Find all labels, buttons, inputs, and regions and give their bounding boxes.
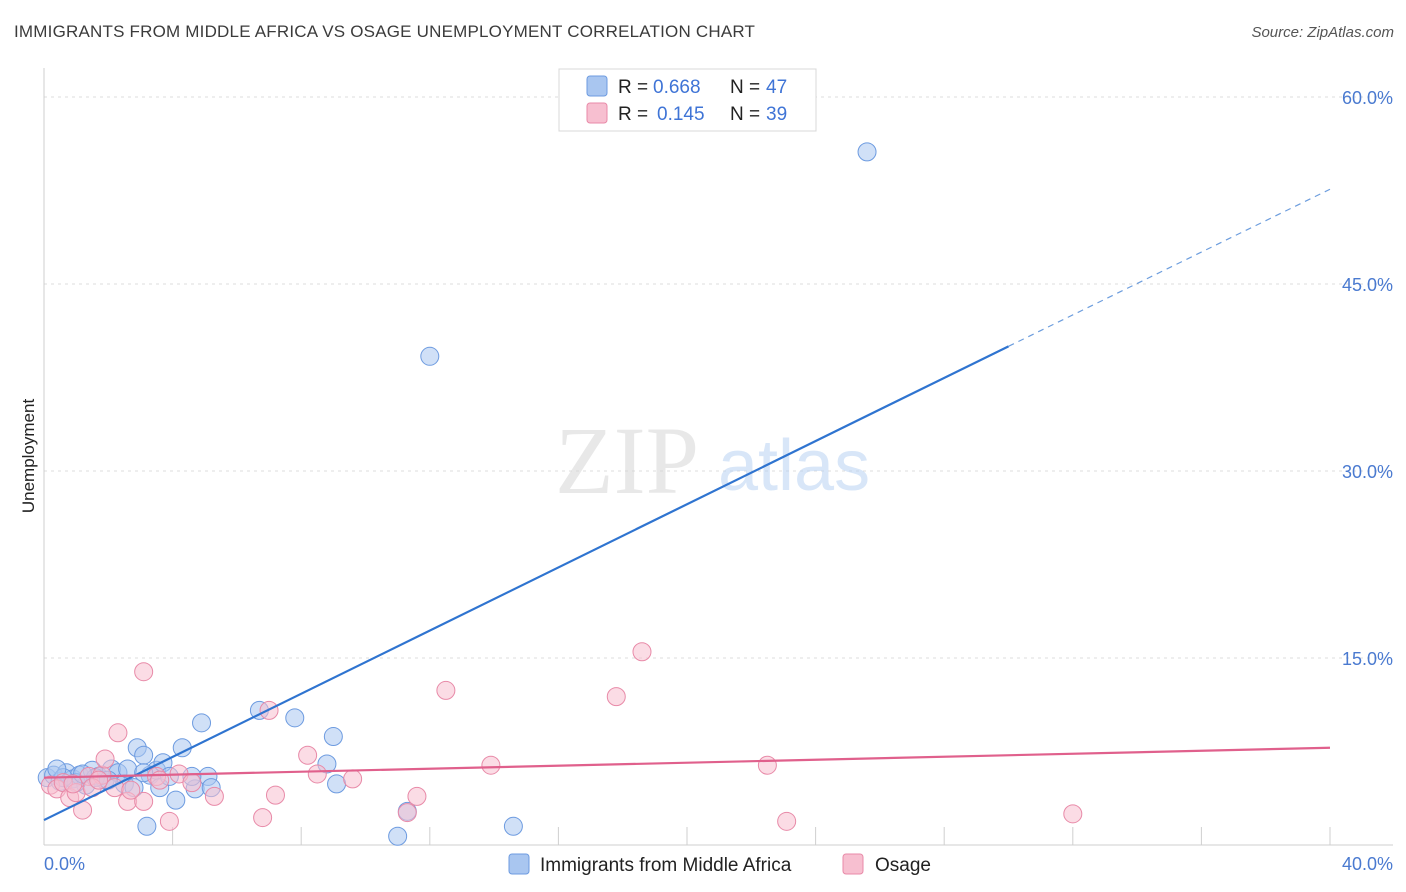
point-series-2-31 [757,755,777,775]
legend: R = 0.668 N = 47 R = 0.145 N = 39 [558,68,817,132]
point-series-2-19 [253,808,273,828]
point-series-2-22 [298,745,318,765]
x-tick-label-1: 0.0% [44,854,85,874]
y-tick-labels: 15.0% 30.0% 45.0% 60.0% [1342,88,1393,669]
point-series-1-40 [857,142,877,162]
y-tick-label-3: 45.0% [1342,275,1393,295]
point-series-1-34 [323,727,343,747]
point-series-2-24 [343,769,363,789]
point-series-2-18 [204,786,224,806]
trend-lines [43,188,1331,822]
point-series-2-38 [182,773,202,793]
watermark-atlas: atlas [718,426,870,506]
point-series-2-36 [63,774,83,794]
point-series-2-30 [632,642,652,662]
point-series-2-33 [1063,804,1083,824]
point-series-2-26 [407,786,427,806]
point-series-2-16 [159,811,179,831]
point-series-2-23 [307,764,327,784]
point-series-2-21 [265,785,285,805]
bottom-legend: Immigrants from Middle Africa Osage [508,853,931,876]
legend-n-value-1: 47 [766,77,787,98]
bottom-legend-label-2: Osage [875,855,931,876]
grid [44,96,1393,659]
x-tick-label-2: 40.0% [1342,854,1393,874]
point-series-1-16 [134,745,154,765]
legend-n-label-1: N = [730,77,760,98]
point-series-2-27 [436,680,456,700]
y-tick-label-4: 60.0% [1342,88,1393,108]
y-tick-label-2: 30.0% [1342,462,1393,482]
point-series-2-9 [95,749,115,769]
source-label: Source: ZipAtlas.com [1251,24,1394,41]
point-series-2-14 [134,662,154,682]
y-axis-label: Unemployment [19,399,38,514]
bottom-legend-swatch-2 [842,853,864,875]
y-tick-label-1: 15.0% [1342,649,1393,669]
point-series-1-39 [503,816,523,836]
point-series-2-28 [481,755,501,775]
legend-n-label-2: N = [730,104,760,125]
legend-swatch-series-2 [586,102,608,124]
trend-line-extension-series-1 [1008,188,1331,347]
legend-n-value-2: 39 [766,104,787,125]
legend-swatch-series-1 [586,75,608,97]
bottom-legend-label-1: Immigrants from Middle Africa [540,855,792,876]
point-series-2-35 [121,780,141,800]
point-series-2-11 [108,723,128,743]
point-series-1-32 [285,708,305,728]
trend-line-series-1 [43,345,1009,822]
point-series-1-21 [137,816,157,836]
watermark: ZIP atlas [555,407,870,514]
trend-line-series-2 [43,746,1331,779]
point-series-1-36 [420,346,440,366]
legend-r-value-1: 0.668 [653,77,701,98]
chart-title: IMMIGRANTS FROM MIDDLE AFRICA VS OSAGE U… [14,22,756,41]
x-tick-labels: 0.0% 40.0% [44,854,1393,874]
point-series-2-13 [134,791,154,811]
point-series-2-39 [89,770,109,790]
point-series-2-29 [606,687,626,707]
point-series-2-32 [777,811,797,831]
bottom-legend-swatch-1 [508,853,530,875]
point-series-1-22 [166,790,186,810]
point-series-2-25 [397,803,417,823]
point-series-1-25 [192,713,212,733]
axes [43,68,1393,846]
point-series-1-38 [388,826,408,846]
legend-r-label-1: R = [618,77,648,98]
legend-r-label-2: R = [618,104,648,125]
legend-r-value-2: 0.145 [657,104,705,125]
point-series-1-35 [327,774,347,794]
watermark-zip: ZIP [555,407,699,514]
